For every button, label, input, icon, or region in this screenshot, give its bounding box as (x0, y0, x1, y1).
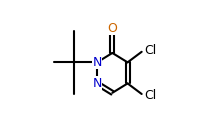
Text: N: N (92, 77, 102, 90)
Text: Cl: Cl (144, 44, 156, 57)
Text: N: N (92, 56, 102, 69)
Text: Cl: Cl (144, 89, 156, 102)
Text: O: O (107, 22, 117, 35)
